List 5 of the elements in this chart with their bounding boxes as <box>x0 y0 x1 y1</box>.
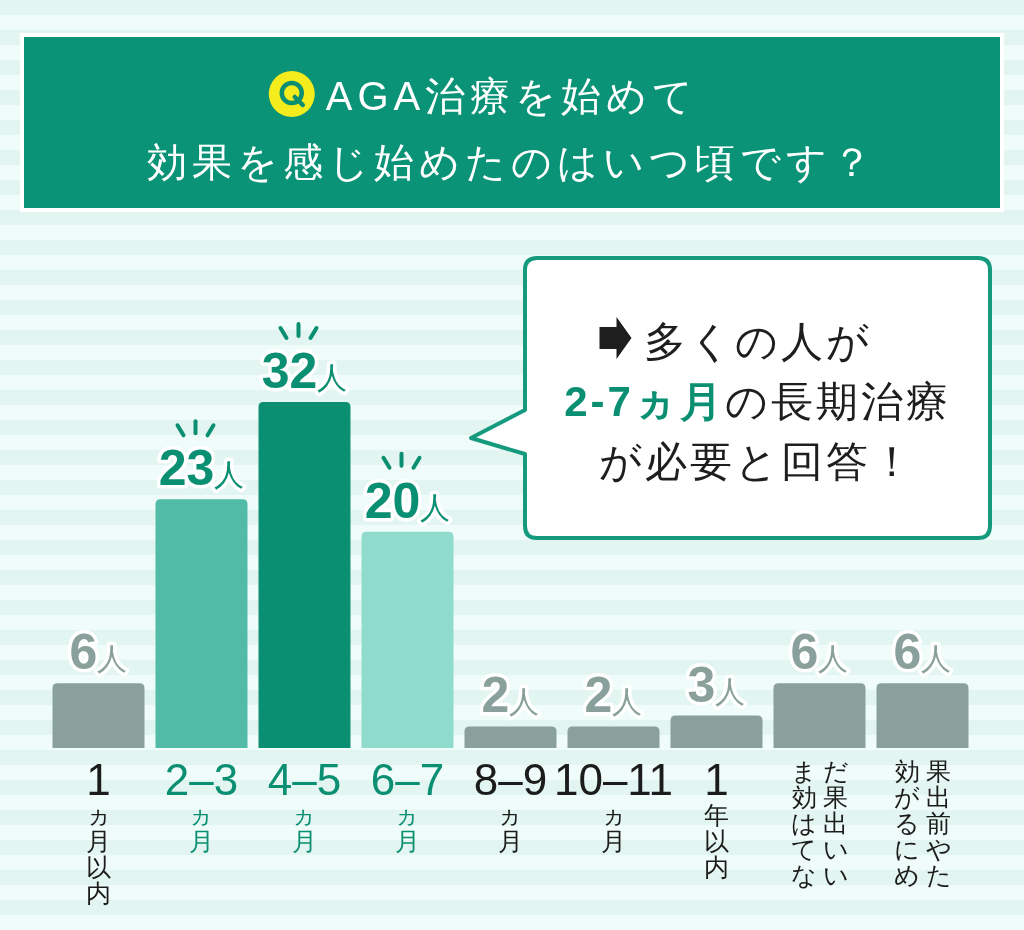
annotation: が必要と回答！ <box>599 438 916 485</box>
title: AGA治療を始めて <box>325 74 699 118</box>
subtitle: 効果を感じ始めたのはいつ頃です？ <box>147 140 877 184</box>
annotation: 2-7ヵ月の長期治療 <box>564 378 951 425</box>
annotation: 多くの人が <box>643 318 872 365</box>
